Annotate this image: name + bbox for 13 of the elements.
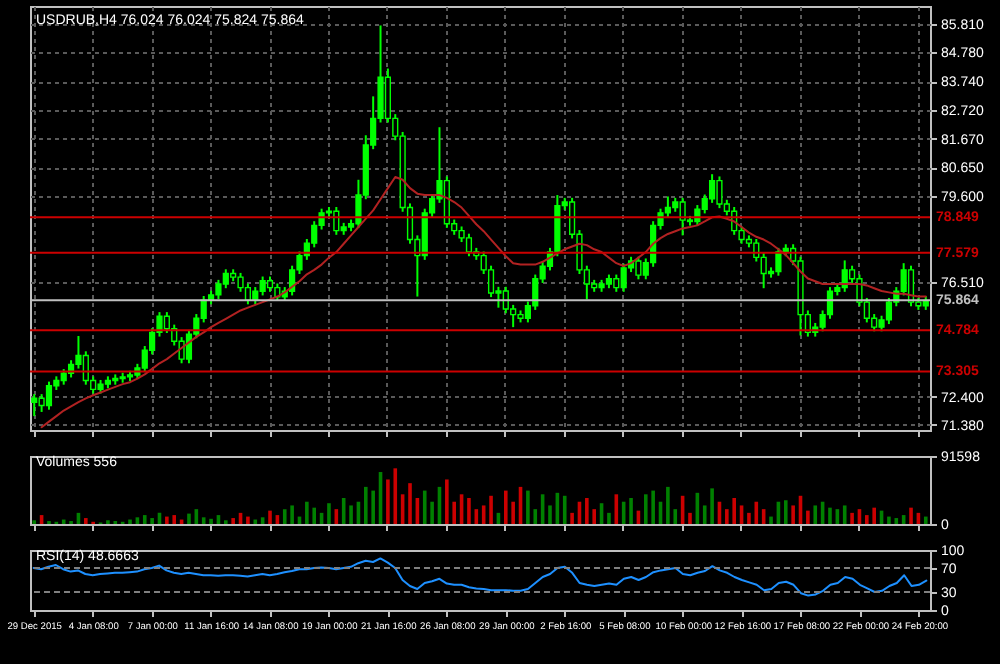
candlestick <box>679 196 686 237</box>
candlestick <box>222 268 229 290</box>
candlestick <box>259 275 266 297</box>
candlestick <box>31 393 38 418</box>
candlestick <box>45 380 53 411</box>
candlestick <box>900 262 907 297</box>
candlestick <box>775 246 782 277</box>
line-series <box>40 175 927 429</box>
candlestick <box>635 255 642 281</box>
candlestick <box>465 232 473 258</box>
candlestick <box>333 206 340 236</box>
candlestick <box>620 262 627 293</box>
candlestick <box>716 175 723 210</box>
